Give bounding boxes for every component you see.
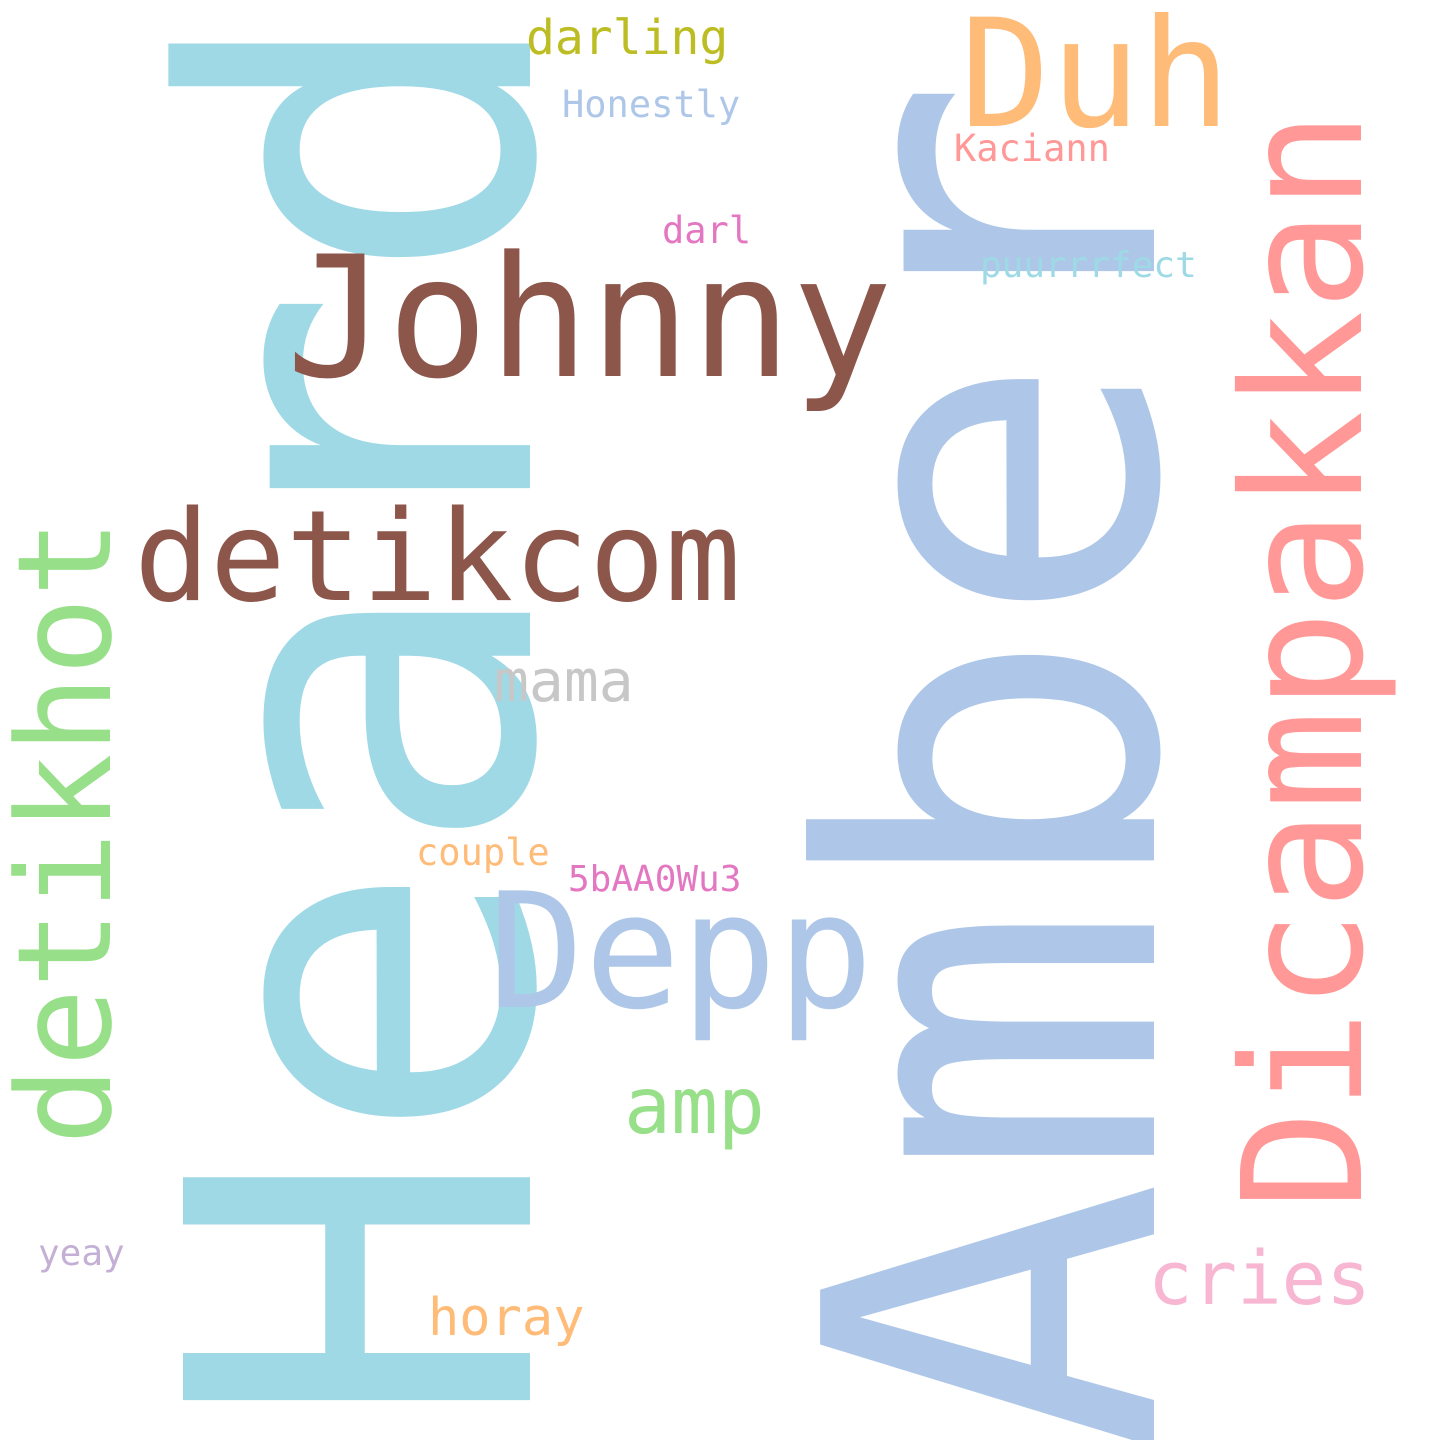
word-johnny: Johnny <box>286 220 893 416</box>
word-couple: couple <box>416 831 550 874</box>
word-cries: cries <box>1148 1236 1371 1322</box>
word-mama: mama <box>494 647 634 715</box>
word-detikcom: detikcom <box>134 483 741 630</box>
word-darling: darling <box>526 10 729 66</box>
word-amp: amp <box>624 1062 765 1152</box>
word-puurrrfect: puurrrfect <box>980 245 1197 286</box>
word-5baa0wu3: 5bAA0Wu3 <box>568 859 742 900</box>
word-horay: horay <box>428 1288 585 1348</box>
word-heard: Heard <box>89 0 643 1432</box>
word-depp: Depp <box>488 858 874 1045</box>
word-duh: Duh <box>960 0 1231 162</box>
word-honestly: Honestly <box>562 83 741 126</box>
word-darl: darl <box>662 209 752 252</box>
word-yeay: yeay <box>38 1233 125 1274</box>
word-detikhot: detikhot <box>0 518 141 1145</box>
word-kaciann: Kaciann <box>954 127 1110 170</box>
word-dicampakkan: Dicampakkan <box>1208 110 1401 1210</box>
